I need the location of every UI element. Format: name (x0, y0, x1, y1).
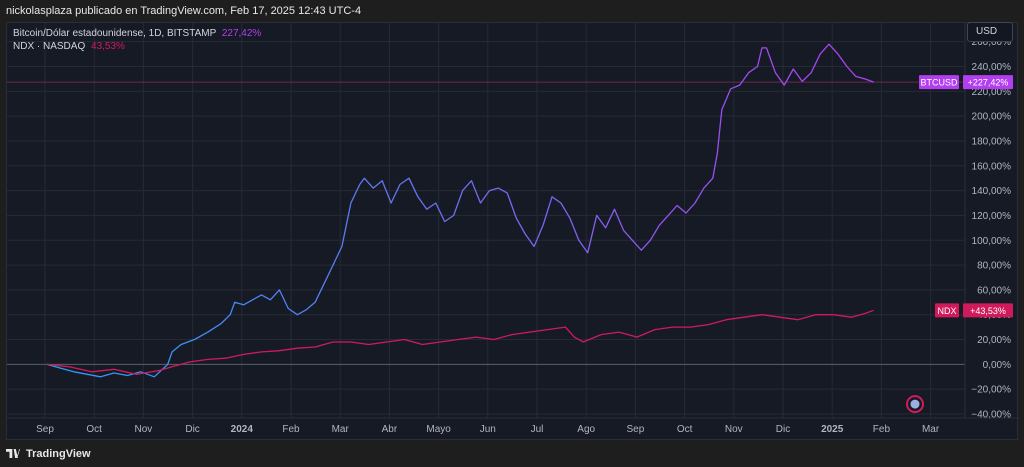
footer: TradingView (0, 440, 1024, 467)
x-tick-label: Nov (725, 424, 743, 435)
ndx-value-label: +43,53% (970, 306, 1006, 316)
currency-label: USD (976, 26, 998, 37)
y-tick-label: −20,00% (971, 385, 1011, 396)
x-tick-label: Abr (382, 424, 398, 435)
legend-btc-value: 227,42% (221, 28, 262, 39)
y-tick-label: 160,00% (972, 161, 1012, 172)
y-tick-label: −40,00% (971, 410, 1011, 421)
btc-series-line (46, 43, 874, 378)
btc-name-label: BTCUSD (920, 78, 958, 88)
x-tick-label: Ago (577, 424, 595, 435)
currency-button[interactable]: USD (967, 22, 1013, 42)
ndx-series-line (46, 309, 874, 375)
x-tick-label: Mar (922, 424, 940, 435)
x-tick-label: Nov (135, 424, 153, 435)
chart-area[interactable]: Sep Oct Nov Dic 2024 Feb Mar Abr Mayo Jun Jul Ago Se… (6, 22, 1019, 440)
footer-brand: TradingView (26, 448, 91, 460)
y-tick-label: 60,00% (977, 285, 1011, 296)
legend-ndx: NDX · NASDAQ 43,53% (13, 41, 125, 52)
x-tick-label: Sep (627, 424, 645, 435)
ndx-value-tag (963, 303, 1013, 318)
y-tick-label: 120,00% (972, 211, 1012, 222)
y-tick-label: 180,00% (972, 136, 1012, 147)
ndx-name-label: NDX (937, 306, 956, 316)
x-tick-label: Mar (332, 424, 350, 435)
y-tick-label: 80,00% (977, 261, 1011, 272)
publisher-line: nickolasplaza publicado en TradingView.c… (6, 5, 362, 17)
x-tick-label: Jun (480, 424, 496, 435)
legend-ndx-name: NDX · NASDAQ (13, 41, 86, 52)
legend-ndx-value: 43,53% (91, 41, 125, 52)
btc-value-label: +227,42% (968, 78, 1009, 88)
x-tick-label: 2024 (231, 424, 254, 435)
y-tick-label: 260,00% (972, 37, 1012, 48)
x-tick-label: Oct (677, 424, 693, 435)
y-tick-label: 0,00% (983, 360, 1011, 371)
x-tick-label: Feb (282, 424, 300, 435)
x-tick-label: 2025 (821, 424, 844, 435)
x-tick-label: Feb (873, 424, 891, 435)
publisher-bar: nickolasplaza publicado en TradingView.c… (0, 0, 1024, 22)
btc-name-tag (919, 75, 959, 90)
x-tick-label: Sep (36, 424, 54, 435)
legend-btc: Bitcoin/Dólar estadounidense, 1D, BITSTA… (13, 28, 261, 39)
y-tick-label: 220,00% (972, 87, 1012, 98)
y-tick-label: 240,00% (972, 62, 1012, 73)
x-tick-label: Dic (776, 424, 790, 435)
tradingview-logo-icon (6, 449, 20, 458)
y-tick-label: 20,00% (977, 335, 1011, 346)
ndx-name-tag (935, 303, 959, 318)
btc-value-tag (963, 75, 1013, 90)
x-tick-label: Dic (185, 424, 199, 435)
chart-svg: Sep Oct Nov Dic 2024 Feb Mar Abr Mayo Jun Jul Ago Se… (7, 23, 1019, 435)
x-tick-label: Mayo (426, 424, 451, 435)
y-tick-label: 140,00% (972, 186, 1012, 197)
event-marker-flag-icon (910, 399, 920, 409)
legend-btc-name: Bitcoin/Dólar estadounidense, 1D, BITSTA… (13, 28, 217, 39)
y-tick-label: 100,00% (972, 236, 1012, 247)
x-tick-label: Oct (86, 424, 102, 435)
y-tick-label: 200,00% (972, 112, 1012, 123)
tradingview-logo[interactable]: TradingView (6, 448, 91, 460)
x-tick-label: Jul (531, 424, 544, 435)
